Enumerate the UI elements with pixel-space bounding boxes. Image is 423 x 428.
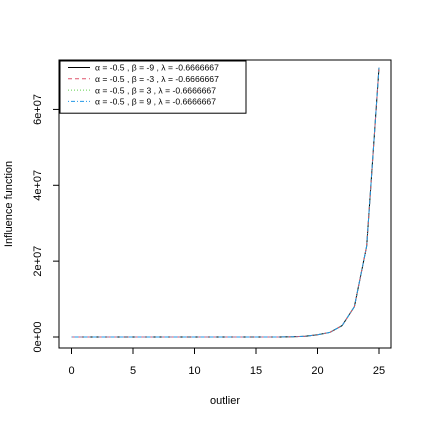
y-tick-label: 0e+00 bbox=[32, 322, 44, 353]
legend-label: α = -0.5 , β = -3 , λ = -0.6666667 bbox=[95, 74, 219, 84]
legend-label: α = -0.5 , β = 9 , λ = -0.6666667 bbox=[95, 97, 216, 107]
legend-label: α = -0.5 , β = -9 , λ = -0.6666667 bbox=[95, 63, 219, 73]
series-layer bbox=[71, 67, 380, 338]
x-axis-label: outlier bbox=[210, 395, 240, 407]
series-line-4 bbox=[71, 67, 380, 338]
y-axis-label: Influence function bbox=[3, 161, 15, 247]
y-tick-label: 4e+07 bbox=[32, 170, 44, 201]
x-tick-label: 10 bbox=[188, 365, 200, 377]
x-tick-label: 15 bbox=[250, 365, 262, 377]
y-axis: 0e+00 2e+07 4e+07 6e+07 bbox=[32, 94, 60, 353]
legend-box bbox=[59, 60, 247, 114]
x-tick-label: 5 bbox=[130, 365, 136, 377]
x-tick-label: 20 bbox=[311, 365, 323, 377]
x-tick-label: 25 bbox=[373, 365, 385, 377]
y-tick-label: 6e+07 bbox=[32, 94, 44, 125]
x-axis: 0 5 10 15 20 25 bbox=[68, 347, 385, 377]
legend-label: α = -0.5 , β = 3 , λ = -0.6666667 bbox=[95, 85, 216, 95]
y-tick-label: 2e+07 bbox=[32, 246, 44, 277]
x-tick-label: 0 bbox=[68, 365, 74, 377]
